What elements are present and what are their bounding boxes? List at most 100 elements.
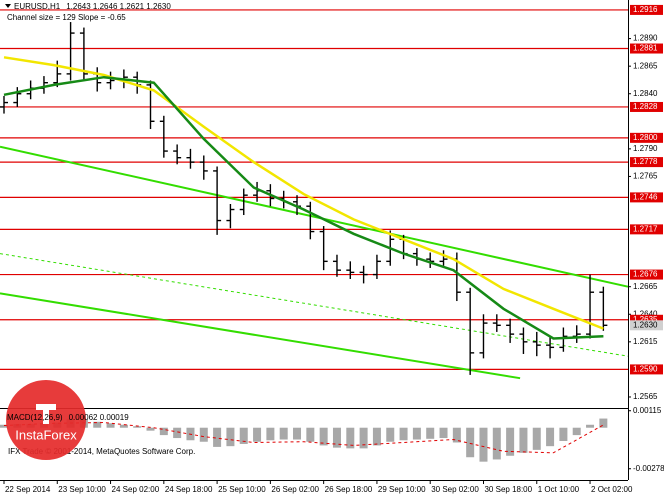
logo: InstaForex [6, 380, 86, 460]
x-tick-label: 30 Sep 02:00 [431, 485, 479, 494]
annotation: Channel size = 129 Slope = -0.65 [7, 13, 126, 22]
macd-bar [119, 424, 128, 428]
macd-bar [93, 421, 102, 428]
macd-bar [226, 427, 235, 447]
x-tick-label: 23 Sep 10:00 [58, 485, 106, 494]
y-tick-label: 1.2640 [633, 309, 658, 318]
macd-bar [466, 427, 475, 458]
macd-title: MACD(12,26,9) [7, 413, 63, 422]
x-tick-label: 25 Sep 10:00 [218, 485, 266, 494]
level-label: 1.2916 [633, 5, 658, 14]
macd-bar [146, 427, 155, 431]
macd-bar [213, 427, 222, 447]
level-label: 1.2828 [633, 102, 658, 111]
x-tick-label: 29 Sep 10:00 [378, 485, 426, 494]
macd-quote: 0.00062 0.00019 [69, 413, 130, 422]
y-tick-label: -0.00278 [633, 464, 664, 473]
macd-bar [412, 427, 421, 440]
chart-quote: 1.2643 1.2646 1.2621 1.2630 [66, 2, 171, 11]
macd-bar [359, 427, 368, 449]
macd-bar [319, 427, 328, 446]
macd-bar [399, 427, 408, 441]
macd-bar [439, 427, 448, 439]
level-label: 1.2778 [633, 157, 658, 166]
level-box [630, 224, 663, 235]
macd-bar [586, 424, 595, 428]
x-tick-label: 26 Sep 02:00 [271, 485, 319, 494]
moving-average [3, 75, 604, 340]
logo-text: InstaForex [15, 427, 77, 442]
level-box [630, 43, 663, 54]
last-price-box [630, 320, 663, 331]
x-tick-label: 24 Sep 02:00 [112, 485, 160, 494]
macd-bar [519, 427, 528, 453]
macd-bar [266, 427, 275, 441]
level-label: 1.2590 [633, 365, 658, 374]
chart-title: EURUSD,H1 [14, 2, 61, 11]
level-label: 1.2881 [633, 44, 658, 53]
macd-bar [572, 427, 581, 436]
x-tick-label: 1 Oct 10:00 [538, 485, 580, 494]
level-label: 1.2676 [633, 270, 658, 279]
y-tick-label: 1.2840 [633, 89, 658, 98]
y-tick-label: 1.2890 [633, 34, 658, 43]
y-tick-label: 1.2765 [633, 172, 658, 181]
macd-bar [306, 427, 315, 442]
y-tick-label: 1.2665 [633, 282, 658, 291]
macd-bar [293, 427, 302, 440]
plot-area: 1.2890 1.2865 1.2840 1.2790 1.2765 1.2665 1.26… [0, 4, 664, 494]
macd-bar [239, 427, 248, 444]
macd-bar [532, 427, 541, 450]
level-label: 1.2746 [633, 192, 658, 201]
trend-line [0, 292, 521, 380]
logo-icon [36, 404, 56, 424]
macd-bar [492, 427, 501, 460]
level-box [630, 269, 663, 280]
x-tick-label: 30 Sep 18:00 [484, 485, 532, 494]
macd-bar [599, 418, 608, 428]
x-tick-label: 24 Sep 18:00 [165, 485, 213, 494]
macd-bar [0, 424, 8, 428]
signal-line [3, 421, 604, 454]
level-box [630, 132, 663, 143]
y-tick-label: 0.00115 [633, 406, 662, 415]
macd-bar [559, 427, 568, 441]
macd-bar [159, 427, 168, 436]
level-box [630, 4, 663, 15]
y-tick-label: 1.2615 [633, 337, 658, 346]
level-box [630, 157, 663, 168]
macd-bar [452, 427, 461, 443]
trend-line [0, 145, 629, 288]
x-tick-label: 26 Sep 18:00 [325, 485, 373, 494]
level-box [630, 101, 663, 112]
macd-bar [133, 426, 142, 428]
macd-bar [253, 427, 262, 442]
macd-bar [346, 427, 355, 449]
macd-bar [546, 427, 555, 447]
y-tick-label: 1.2790 [633, 144, 658, 153]
level-box [630, 314, 663, 325]
macd-bar [173, 427, 182, 439]
y-tick-label: 1.2865 [633, 61, 658, 70]
moving-average [3, 56, 604, 330]
macd-bar [332, 427, 341, 448]
level-box [630, 364, 663, 375]
macd-bar [506, 427, 515, 456]
x-tick-label: 22 Sep 2014 [5, 485, 51, 494]
macd-bar [372, 427, 381, 446]
level-label: 1.2717 [633, 224, 658, 233]
macd-bar [106, 423, 115, 428]
macd-bar [426, 427, 435, 439]
level-label: 1.2635 [633, 315, 658, 324]
level-label: 1.2800 [633, 133, 658, 142]
last-price-label: 1.2630 [633, 320, 658, 329]
macd-bar [479, 427, 488, 462]
dropdown-icon [5, 4, 11, 8]
y-tick-label: 1.2565 [633, 392, 658, 401]
level-box [630, 192, 663, 203]
macd-bar [386, 427, 395, 442]
macd-bar [199, 427, 208, 442]
macd-bar [279, 427, 288, 440]
x-tick-label: 2 Oct 02:00 [591, 485, 633, 494]
